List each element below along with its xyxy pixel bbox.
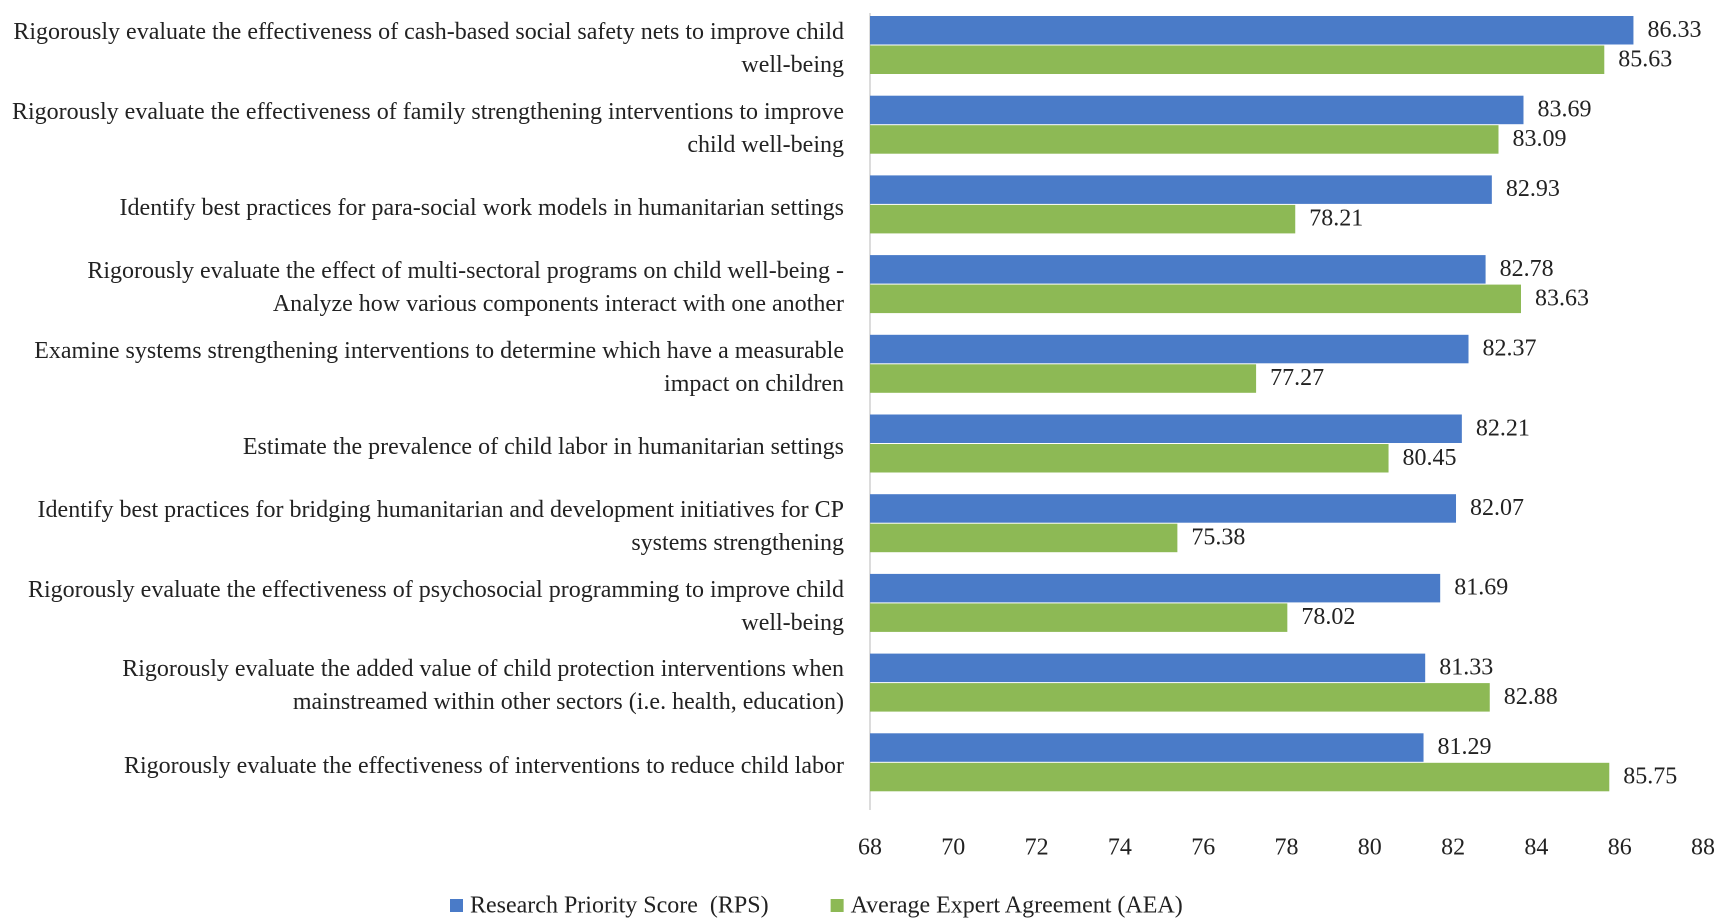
category-label: Rigorously evaluate the effectiveness of… bbox=[27, 576, 844, 636]
category-label: Rigorously evaluate the effectiveness of… bbox=[11, 98, 844, 158]
bar bbox=[870, 45, 1605, 74]
value-label: 82.37 bbox=[1483, 336, 1537, 362]
value-label: 75.38 bbox=[1191, 524, 1245, 550]
category-label: Rigorously evaluate the effect of multi-… bbox=[87, 257, 844, 317]
value-label: 82.21 bbox=[1476, 415, 1530, 441]
value-label: 83.63 bbox=[1535, 285, 1589, 311]
value-label: 81.29 bbox=[1438, 734, 1492, 760]
value-label: 78.21 bbox=[1309, 206, 1363, 232]
value-label: 81.33 bbox=[1439, 654, 1493, 680]
x-tick-label: 74 bbox=[1108, 835, 1132, 861]
bar bbox=[870, 683, 1490, 712]
bar bbox=[870, 733, 1424, 762]
value-label: 83.69 bbox=[1537, 96, 1591, 122]
bar bbox=[870, 494, 1457, 523]
value-label: 81.69 bbox=[1454, 575, 1508, 601]
bar bbox=[870, 255, 1486, 284]
value-label: 82.93 bbox=[1506, 176, 1560, 202]
x-tick-label: 76 bbox=[1191, 835, 1215, 861]
bar bbox=[870, 364, 1257, 393]
x-tick-label: 78 bbox=[1275, 835, 1299, 861]
bar bbox=[870, 523, 1178, 553]
value-label: 86.33 bbox=[1647, 17, 1701, 43]
bar bbox=[870, 125, 1499, 154]
value-label: 80.45 bbox=[1403, 445, 1457, 471]
x-tick-label: 70 bbox=[941, 835, 965, 861]
value-label: 83.09 bbox=[1512, 126, 1566, 152]
legend-label: Research Priority Score (RPS) bbox=[470, 893, 769, 919]
bar bbox=[870, 204, 1296, 234]
bar bbox=[870, 334, 1469, 364]
category-label: Rigorously evaluate the effectiveness of… bbox=[124, 752, 844, 779]
category-label: Identify best practices for bridging hum… bbox=[37, 497, 844, 557]
x-tick-label: 72 bbox=[1025, 835, 1049, 861]
value-label: 78.02 bbox=[1301, 604, 1355, 630]
bar bbox=[870, 762, 1610, 792]
category-label: Rigorously evaluate the effectiveness of… bbox=[13, 18, 844, 78]
value-label: 85.75 bbox=[1623, 764, 1677, 790]
value-label: 82.88 bbox=[1504, 684, 1558, 710]
bar bbox=[870, 603, 1288, 632]
bar bbox=[870, 284, 1521, 314]
category-label: Identify best practices for para-social … bbox=[119, 194, 844, 221]
legend-swatch bbox=[450, 899, 463, 912]
x-tick-label: 80 bbox=[1358, 835, 1382, 861]
legend-swatch bbox=[830, 899, 844, 912]
bar bbox=[870, 175, 1492, 204]
bar bbox=[870, 573, 1441, 603]
bar bbox=[870, 444, 1389, 473]
x-tick-label: 88 bbox=[1691, 835, 1715, 861]
bar bbox=[870, 414, 1462, 443]
value-label: 82.78 bbox=[1500, 256, 1554, 282]
category-label: Rigorously evaluate the added value of c… bbox=[122, 656, 844, 716]
x-tick-label: 68 bbox=[858, 835, 882, 861]
x-tick-label: 82 bbox=[1441, 835, 1465, 861]
legend-label: Average Expert Agreement (AEA) bbox=[851, 893, 1183, 919]
value-label: 82.07 bbox=[1470, 495, 1524, 521]
category-label: Examine systems strengthening interventi… bbox=[34, 337, 844, 397]
x-tick-label: 84 bbox=[1524, 835, 1548, 861]
bar bbox=[870, 653, 1426, 683]
value-label: 85.63 bbox=[1618, 46, 1672, 72]
x-tick-label: 86 bbox=[1608, 835, 1632, 861]
category-label: Estimate the prevalence of child labor i… bbox=[242, 433, 844, 460]
value-label: 77.27 bbox=[1270, 365, 1324, 391]
bar bbox=[870, 95, 1524, 125]
bar bbox=[870, 16, 1634, 45]
